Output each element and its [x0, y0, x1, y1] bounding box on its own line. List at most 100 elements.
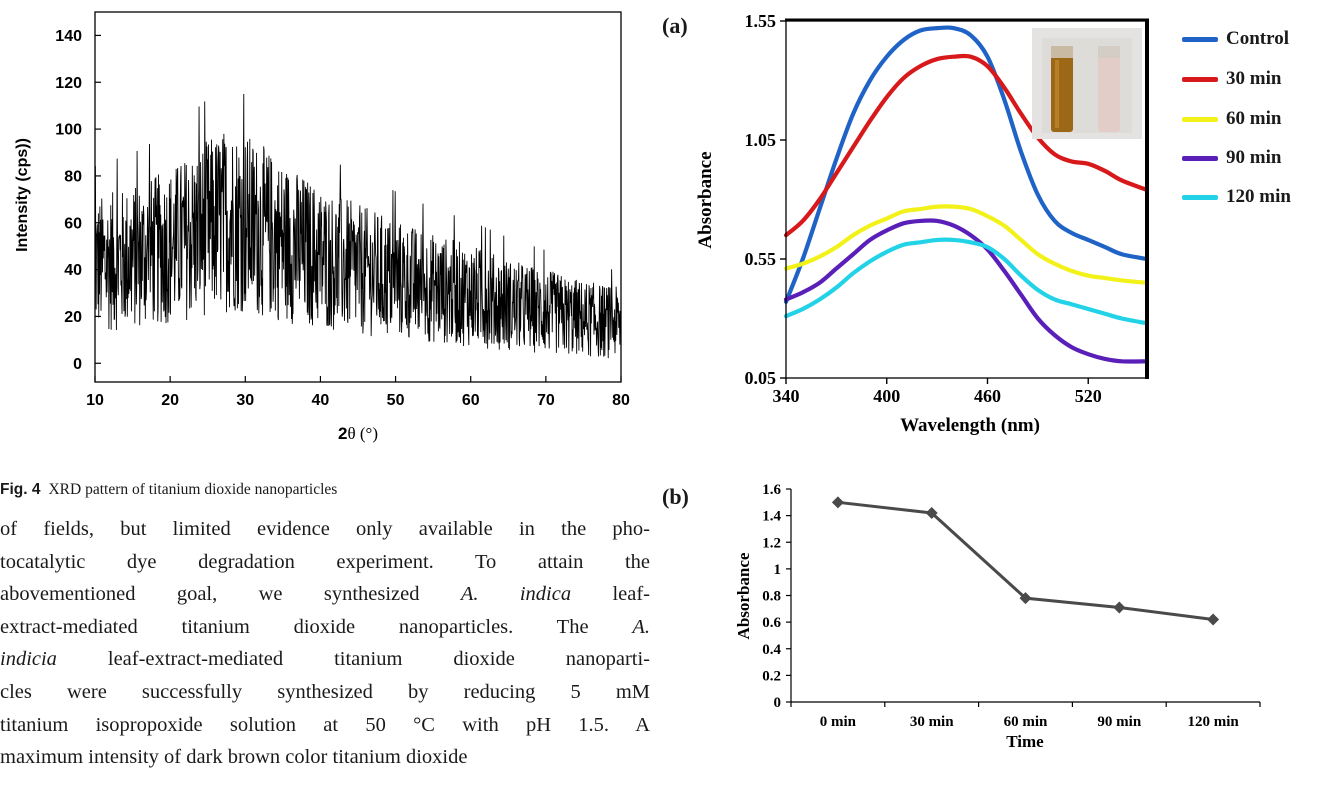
xrd-x-tick-label: 20 — [161, 392, 179, 409]
uv-y-tick-label: 1.55 — [745, 11, 777, 31]
bt-y-tick-label: 0.6 — [762, 615, 781, 631]
xrd-y-axis-label: Intensity (cps)) — [14, 138, 31, 252]
xrd-y-tick-label: 100 — [55, 122, 82, 139]
cuvette-brown — [1051, 46, 1073, 132]
xrd-x-axis-label-theta: θ (°) — [347, 424, 378, 443]
legend-item-control: Control — [1182, 28, 1289, 50]
bt-y-axis-label: Absorbance — [734, 552, 753, 639]
body-paragraph: of fields, but limited evidence only ava… — [0, 513, 650, 774]
bt-y-tick-label: 0 — [774, 695, 782, 711]
bt-y-tick-label: 0.8 — [762, 589, 781, 605]
bt-x-tick-label: 120 min — [1187, 714, 1239, 730]
legend-swatch-60min — [1182, 117, 1218, 123]
xrd-x-tick-label: 70 — [537, 392, 555, 409]
bt-y-tick-label: 1.4 — [762, 509, 781, 525]
uv-series-90-min — [783, 218, 1150, 364]
xrd-y-tick-label: 80 — [64, 168, 82, 185]
uv-y-ticks: 0.05 0.55 1.05 1.55 — [745, 11, 786, 388]
fig4-caption-label: Fig. 4 — [0, 481, 41, 498]
species-epithet: indicia — [0, 648, 57, 671]
panel-a-label: (a) — [662, 13, 688, 38]
bt-y-tick-label: 1.6 — [762, 482, 781, 498]
fig4-caption: Fig. 4 XRD pattern of titanium dioxide na… — [0, 481, 337, 499]
body-line-4: extract-mediated titanium dioxide nanopa… — [0, 615, 650, 638]
xrd-x-tick-label: 40 — [312, 392, 330, 409]
xrd-x-tick-label: 60 — [462, 392, 480, 409]
legend-item-120min: 120 min — [1182, 186, 1291, 208]
xrd-trace-path — [94, 93, 622, 359]
legend-swatch-90min — [1182, 156, 1218, 162]
xrd-noise-trace — [94, 93, 622, 359]
bt-point — [1207, 613, 1220, 626]
uv-x-tick-label: 520 — [1075, 386, 1102, 406]
species-abbrev: A. — [632, 615, 650, 638]
bt-series — [831, 496, 1220, 626]
bt-x-ticks: 0 min 30 min 60 min 90 min 120 min — [790, 702, 1261, 730]
bt-y-tick-label: 1.2 — [762, 535, 781, 551]
xrd-y-tick-label: 0 — [73, 356, 82, 373]
cuvette-photo-inset — [1032, 28, 1142, 139]
xrd-x-axis-label: 2θ (°) — [338, 424, 378, 443]
uv-x-tick-label: 400 — [873, 386, 900, 406]
bt-x-tick-label: 60 min — [1004, 714, 1048, 730]
body-line-5: indicia leaf-extract-mediated titanium d… — [0, 648, 650, 671]
xrd-y-tick-label: 20 — [64, 309, 82, 326]
body-line-1: of fields, but limited evidence only ava… — [0, 518, 650, 540]
uv-series-30-min — [783, 53, 1150, 238]
xrd-x-tick-label: 10 — [86, 392, 104, 409]
uv-x-ticks: 340 400 460 520 — [773, 378, 1102, 406]
xrd-x-ticks: 10 20 30 40 50 60 70 80 — [86, 376, 630, 409]
body-line-8: maximum intensity of dark brown color ti… — [0, 746, 468, 769]
uv-series-control — [783, 25, 1150, 304]
xrd-x-axis-label-bold: 2 — [338, 424, 347, 443]
bt-y-tick-label: 0.4 — [762, 642, 781, 658]
legend-item-90min: 90 min — [1182, 147, 1281, 169]
legend-item-60min: 60 min — [1182, 108, 1281, 130]
bt-y-tick-label: 0.2 — [762, 668, 781, 684]
absorbance-time-chart: 0 0.2 0.4 0.6 0.8 1 1.2 1.4 1.6 0 min 30 min 60 mi… — [734, 482, 1261, 751]
uv-x-tick-label: 340 — [773, 386, 800, 406]
bt-x-tick-label: 90 min — [1097, 714, 1141, 730]
bt-point — [831, 496, 844, 509]
panel-b-label: (b) — [662, 484, 689, 509]
bt-point — [1019, 592, 1032, 605]
xrd-y-tick-label: 140 — [55, 28, 82, 45]
xrd-y-ticks: 0 20 40 60 80 100 120 140 — [55, 28, 101, 373]
body-line-3: abovementioned goal, we synthesized A. i… — [0, 583, 650, 606]
bt-point — [1113, 601, 1126, 614]
xrd-x-tick-label: 80 — [612, 392, 630, 409]
xrd-y-tick-label: 40 — [64, 262, 82, 279]
xrd-y-tick-label: 60 — [64, 215, 82, 232]
bt-x-axis-label: Time — [1006, 732, 1044, 751]
uv-y-tick-label: 0.55 — [745, 249, 777, 269]
uv-vis-chart: 340 400 460 520 0.05 0.55 1.05 1.55 Absorbance… — [695, 11, 1150, 436]
fig4-caption-text: XRD pattern of titanium dioxide nanopart… — [48, 481, 338, 498]
bt-y-ticks: 0 0.2 0.4 0.6 0.8 1 1.2 1.4 1.6 — [762, 482, 791, 711]
uv-x-axis-label: Wavelength (nm) — [900, 415, 1040, 436]
body-line-6: cles were successfully synthesized by re… — [0, 680, 650, 703]
xrd-plot-frame — [94, 11, 622, 383]
xrd-chart: 10 20 30 40 50 60 70 80 0 20 40 60 80 100 120 140 Inte… — [14, 11, 630, 443]
bt-y-tick-label: 1 — [774, 562, 782, 578]
bt-x-tick-label: 0 min — [820, 714, 857, 730]
cuvette-clear — [1098, 46, 1120, 132]
xrd-x-tick-label: 50 — [387, 392, 405, 409]
legend-swatch-30min — [1182, 77, 1218, 83]
uv-series-120-min — [783, 237, 1150, 326]
legend-swatch-control — [1182, 37, 1218, 43]
legend-item-30min: 30 min — [1182, 68, 1281, 90]
uv-y-tick-label: 0.05 — [745, 368, 777, 388]
uv-legend: Control 30 min 60 min 90 min 120 min — [1182, 28, 1321, 218]
body-line-2: tocatalytic dye degradation experiment. … — [0, 550, 650, 573]
uv-x-tick-label: 460 — [974, 386, 1001, 406]
uv-series-60-min — [783, 204, 1150, 285]
uv-y-tick-label: 1.05 — [745, 130, 777, 150]
body-line-7: titanium isopropoxide solution at 50 °C … — [0, 713, 650, 736]
uv-curves — [783, 25, 1150, 364]
species-name: A. indica — [460, 583, 572, 606]
xrd-y-tick-label: 120 — [55, 75, 82, 92]
bt-x-tick-label: 30 min — [910, 714, 954, 730]
xrd-x-tick-label: 30 — [236, 392, 254, 409]
uv-y-axis-label: Absorbance — [695, 151, 716, 248]
legend-swatch-120min — [1182, 195, 1218, 201]
